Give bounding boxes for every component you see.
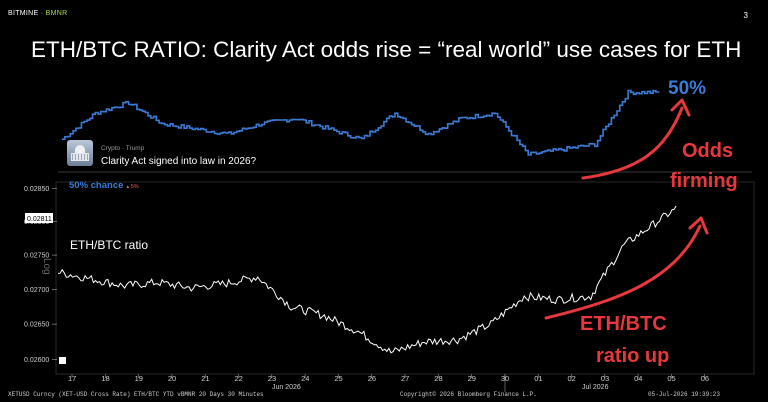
footer-source: XETUSD Curncy (XET-USD Cross Rate) ETH/B…	[8, 391, 264, 398]
footer-timestamp: 05-Jul-2026 19:39:23	[648, 391, 720, 398]
market-category: Crypto · Trump	[101, 145, 145, 152]
x-tick-label: 26	[368, 374, 376, 383]
x-tick-label: 24	[301, 374, 309, 383]
x-tick-label: 27	[401, 374, 409, 383]
market-question[interactable]: Clarity Act signed into law in 2026?	[101, 156, 257, 167]
last-value-label: 0.02811	[27, 216, 52, 223]
footer-copyright: Copyright© 2026 Bloomberg Finance L.P.	[400, 391, 537, 398]
ratio-annotation-line1: ETH/BTC	[580, 313, 667, 335]
ratio-arrowhead	[688, 216, 709, 235]
log-scale-label: Log	[41, 258, 52, 275]
month-label: Jul 2026	[582, 384, 609, 391]
y-axis: 0.028500.028000.027500.027000.026500.026…	[24, 186, 57, 364]
ratio-arrow	[544, 224, 702, 320]
x-tick-label: 20	[168, 374, 176, 383]
x-tick-label: 02	[568, 374, 576, 383]
odds-annotation-line2: firming	[670, 170, 738, 192]
y-tick-label: 0.02600	[24, 357, 49, 364]
x-tick-label: 28	[434, 374, 442, 383]
x-tick-label: 23	[268, 374, 276, 383]
brand-label: BITMINE · BMNR	[8, 10, 68, 17]
marker-square	[59, 357, 66, 364]
odds-line	[62, 89, 660, 156]
odds-panel	[62, 89, 660, 156]
x-tick-label: 05	[667, 374, 675, 383]
y-tick-label: 0.02650	[24, 322, 49, 329]
series-label: ETH/BTC ratio	[70, 238, 149, 252]
x-tick-label: 21	[201, 374, 209, 383]
x-tick-label: 03	[601, 374, 609, 383]
ratio-panel	[57, 205, 677, 354]
capitol-building-icon	[67, 140, 93, 166]
y-tick-label: 0.02700	[24, 287, 49, 294]
x-tick-label: 01	[534, 374, 542, 383]
slide-number: 3	[743, 11, 748, 20]
odds-arrowhead	[670, 98, 691, 117]
month-label: Jun 2026	[272, 384, 301, 391]
x-axis: 17 18 19 20 21 22 23 24 25 26 27 28 29 30 01 02 03 04 05 06…	[68, 374, 709, 392]
ratio-line	[57, 205, 677, 354]
x-tick-label: 19	[135, 374, 143, 383]
odds-annotation-line1: Odds	[682, 140, 733, 162]
x-tick-label: 18	[101, 374, 109, 383]
chance-legend: 50% chance ▴ 5%	[69, 180, 139, 191]
x-tick-label: 04	[634, 374, 642, 383]
headline: ETH/BTC RATIO: Clarity Act odds rise = “…	[31, 37, 742, 62]
y-tick-label: 0.02750	[24, 253, 49, 260]
odds-value-annotation: 50%	[668, 78, 706, 99]
x-tick-label: 25	[334, 374, 342, 383]
ratio-annotation-line2: ratio up	[596, 345, 669, 367]
odds-arrow	[581, 106, 684, 180]
x-tick-label: 17	[68, 374, 76, 383]
x-tick-label: 29	[468, 374, 476, 383]
x-tick-label: 06	[701, 374, 709, 383]
y-tick-label: 0.02850	[24, 186, 49, 193]
last-value-tag: 0.02811	[25, 213, 53, 223]
x-tick-label: 22	[235, 374, 243, 383]
